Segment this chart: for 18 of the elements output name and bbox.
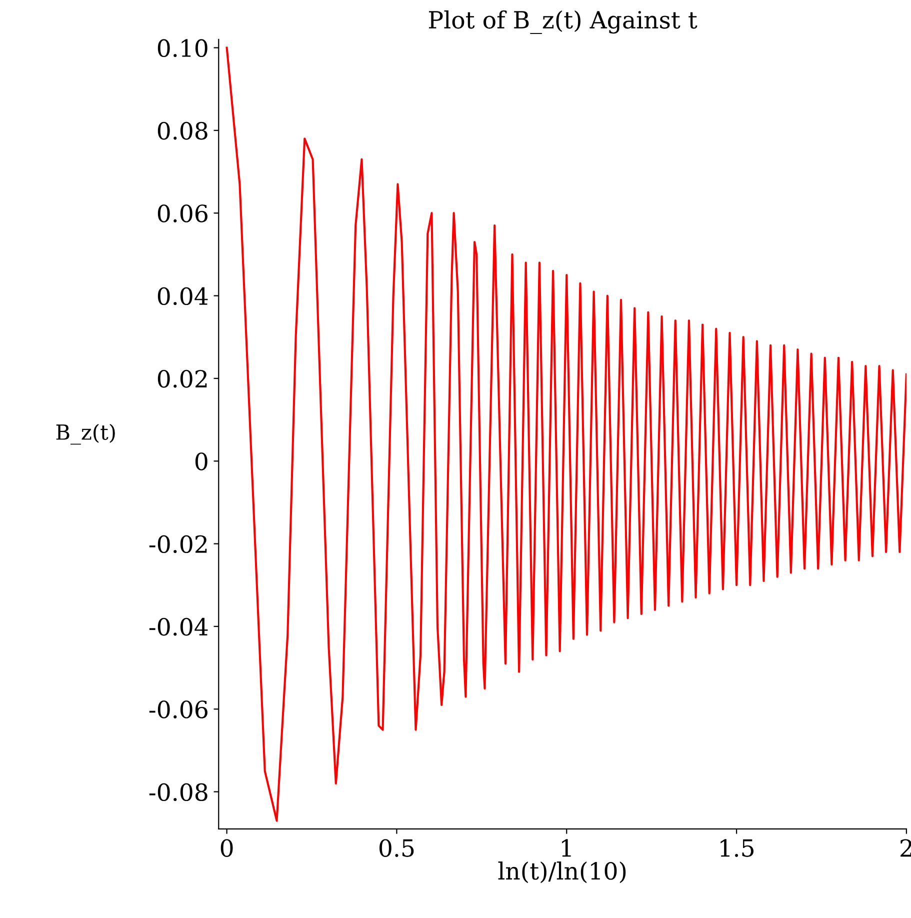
x-axis-title: ln(t)/ln(10) [498,862,626,884]
y-tick-label: -0.04 [149,618,208,636]
y-tick-label: -0.08 [149,783,208,802]
y-tick-label: 0.10 [158,39,208,58]
x-tick-label: 1 [562,839,571,857]
y-tick-label: 0.02 [158,370,207,388]
line-series [226,46,906,822]
y-tick-label: -0.06 [149,700,208,718]
y-axis-title: B_z(t) [56,424,115,445]
x-tick-label: 0 [220,839,233,857]
y-tick-label: 0.04 [158,287,208,306]
y-tick-label: 0.06 [158,204,208,222]
y-tick-label: -0.02 [149,535,207,554]
y-tick-label: 0.08 [158,122,208,140]
x-tick-label: 0.5 [379,839,414,857]
x-tick-label: 1.5 [720,839,754,857]
y-tick-label: 0 [195,452,208,470]
chart-title: Plot of B_z(t) Against t [428,10,698,34]
